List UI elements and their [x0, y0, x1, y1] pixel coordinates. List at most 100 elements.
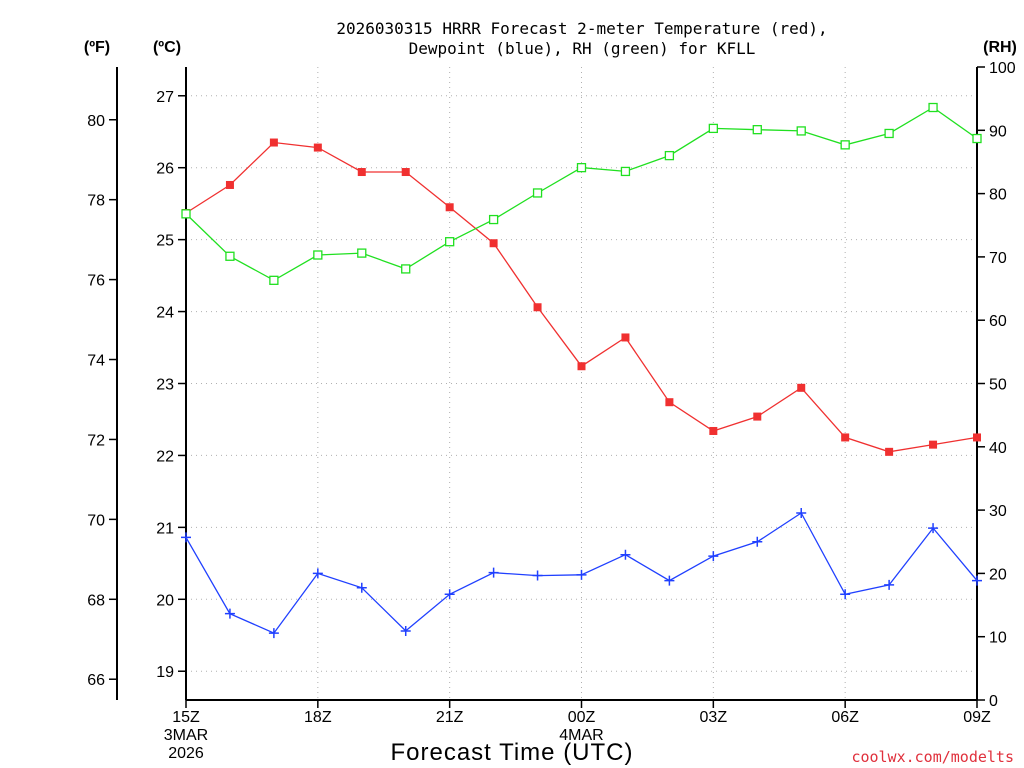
temperature-point: [797, 383, 806, 392]
rh-tick-label: 50: [989, 377, 1007, 394]
rh-tick-label: 40: [989, 440, 1007, 457]
x-tick-label: 15Z: [172, 709, 200, 726]
dewpoint-point: [928, 523, 939, 534]
rh-line: [185, 106, 978, 282]
celsius-tick-label: 25: [156, 233, 174, 250]
celsius-tick-label: 19: [156, 664, 174, 681]
dewpoint-point: [444, 589, 455, 600]
rh-point: [620, 166, 631, 177]
dewpoint-point: [972, 575, 982, 586]
celsius-tick-label: 21: [156, 520, 174, 537]
dewpoint-point: [356, 582, 367, 593]
dewpoint-point: [884, 579, 895, 590]
rh-point: [664, 150, 675, 161]
rh-point: [225, 251, 235, 261]
rh-axis-label: (RH): [983, 39, 1017, 56]
temperature-point: [313, 143, 322, 152]
fahrenheit-tick-label: 70: [87, 512, 105, 529]
credit-text: coolwx.com/modelts: [851, 748, 1014, 766]
temperature-point: [621, 333, 630, 342]
temperature-point: [357, 168, 366, 177]
rh-point: [576, 162, 587, 173]
data-series: [181, 102, 982, 639]
rh-point: [181, 209, 191, 219]
rh-point: [840, 140, 850, 150]
rh-tick-label: 90: [989, 123, 1007, 140]
temperature-point: [885, 447, 894, 456]
temperature-point: [665, 398, 674, 407]
celsius-axis-label: (ºC): [153, 39, 181, 56]
rh-point: [488, 214, 499, 225]
dewpoint-point: [224, 608, 235, 619]
fahrenheit-tick-label: 66: [87, 672, 105, 689]
x-tick-label: 21Z: [436, 709, 464, 726]
x-tick-label: 00Z: [568, 709, 596, 726]
rh-tick-label: 0: [989, 693, 998, 710]
x-tick-label: 18Z: [304, 709, 332, 726]
x-tick-year-label: 2026: [168, 745, 204, 762]
x-tick-date-label: 4MAR: [559, 727, 603, 744]
dewpoint-point: [664, 575, 675, 586]
temperature-point: [445, 203, 454, 212]
fahrenheit-tick-label: 80: [87, 113, 105, 130]
rh-point: [708, 123, 718, 134]
temperature-point: [533, 303, 542, 312]
dewpoint-point: [708, 551, 719, 562]
dewpoint-point: [840, 589, 851, 600]
dewpoint-point: [752, 536, 763, 547]
fahrenheit-tick-label: 76: [87, 273, 105, 290]
dewpoint-point: [620, 549, 631, 560]
chart-subtitle: Dewpoint (blue), RH (green) for KFLL: [409, 39, 756, 58]
x-tick-label: 09Z: [963, 709, 991, 726]
fahrenheit-tick-label: 68: [87, 592, 105, 609]
rh-tick-label: 100: [989, 60, 1016, 77]
rh-tick-label: 20: [989, 566, 1007, 583]
x-tick-date-label: 3MAR: [164, 727, 208, 744]
celsius-tick-label: 20: [156, 592, 174, 609]
temperature-point: [753, 412, 762, 421]
rh-point: [796, 126, 806, 136]
dewpoint-point: [181, 532, 191, 543]
dewpoint-point: [268, 628, 279, 639]
axes: 19 20 21 22 23 24 25 26 27 66 68 70 72 74 76 78 80 0 10 20 3…: [87, 60, 1016, 762]
rh-point: [752, 125, 762, 135]
rh-tick-label: 70: [989, 250, 1007, 267]
fahrenheit-tick-label: 72: [87, 432, 105, 449]
temperature-point: [929, 440, 938, 449]
rh-point: [445, 237, 455, 247]
dewpoint-point: [796, 507, 807, 518]
celsius-tick-label: 24: [156, 305, 174, 322]
temperature-point: [973, 433, 981, 442]
dewpoint-point: [312, 568, 323, 579]
temperature-point: [709, 426, 718, 435]
celsius-tick-label: 27: [156, 89, 174, 106]
fahrenheit-tick-label: 78: [87, 193, 105, 210]
chart-title: 2026030315 HRRR Forecast 2-meter Tempera…: [336, 19, 827, 38]
rh-point: [401, 264, 411, 274]
dewpoint-point: [400, 625, 411, 636]
temperature-point: [841, 433, 850, 442]
celsius-tick-label: 26: [156, 161, 174, 178]
temperature-point: [489, 239, 498, 248]
temperature-point: [269, 138, 278, 147]
rh-point: [357, 248, 367, 258]
x-axis-label: Forecast Time (UTC): [390, 739, 633, 766]
rh-point: [928, 102, 938, 113]
x-tick-label: 06Z: [831, 709, 859, 726]
dewpoint-point: [488, 567, 499, 578]
x-tick-label: 03Z: [700, 709, 728, 726]
celsius-tick-label: 22: [156, 448, 174, 465]
temperature-point: [577, 362, 586, 371]
rh-point: [532, 188, 543, 198]
dewpoint-point: [532, 570, 543, 581]
rh-point: [269, 275, 279, 285]
temperature-point: [401, 168, 410, 177]
temperature-point: [225, 180, 234, 189]
rh-tick-label: 30: [989, 503, 1007, 520]
grid-lines: [186, 67, 977, 700]
rh-tick-label: 10: [989, 630, 1007, 647]
dewpoint-point: [576, 569, 587, 580]
rh-point: [313, 250, 323, 260]
rh-point: [972, 133, 982, 144]
